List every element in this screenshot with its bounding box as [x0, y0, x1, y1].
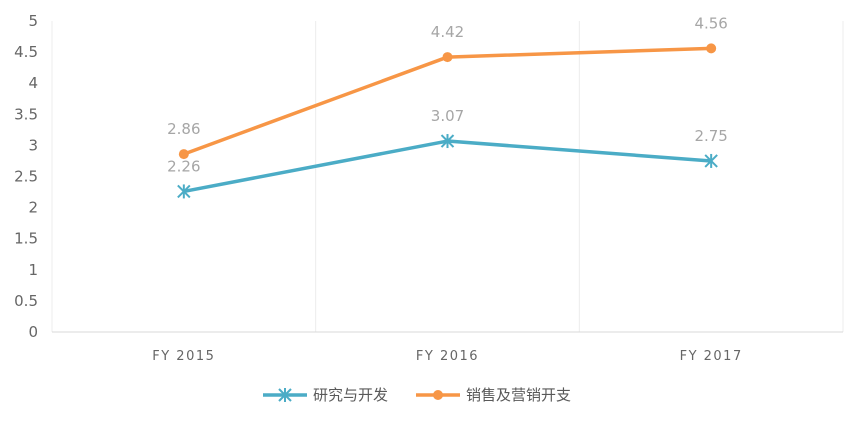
- y-tick-label: 4.5: [14, 43, 38, 61]
- data-point-marker: [442, 52, 453, 63]
- legend-label: 研究与开发: [313, 386, 388, 404]
- data-label: 3.07: [431, 107, 464, 125]
- data-label: 2.26: [167, 157, 200, 175]
- x-tick-label: FY 2015: [152, 349, 215, 364]
- data-point-marker: [177, 184, 191, 199]
- legend: 研究与开发 销售及营销开支: [263, 386, 571, 404]
- y-tick-label: 2: [28, 199, 38, 217]
- y-tick-label: 0.5: [14, 292, 38, 310]
- y-axis-ticks: 0 0.5 1 1.5 2 2.5 3 3.5 4 4.5 5: [14, 12, 38, 341]
- data-point-marker: [178, 149, 189, 160]
- legend-item: 销售及营销开支: [416, 386, 571, 404]
- y-tick-label: 3.5: [14, 105, 38, 123]
- y-tick-label: 5: [28, 12, 38, 30]
- x-tick-label: FY 2016: [416, 349, 479, 364]
- y-tick-label: 1.5: [14, 230, 38, 248]
- data-labels: 2.26 3.07 2.75 2.86 4.42 4.56: [167, 14, 728, 175]
- x-tick-label: FY 2017: [680, 349, 743, 364]
- data-label: 2.75: [694, 127, 727, 145]
- data-label: 4.56: [694, 14, 727, 32]
- y-tick-label: 4: [28, 74, 38, 92]
- y-tick-label: 1: [28, 261, 38, 279]
- series-line: [183, 139, 712, 194]
- data-point-marker: [440, 134, 455, 149]
- data-point-marker: [704, 153, 718, 168]
- legend-item: 研究与开发: [263, 386, 388, 404]
- data-label: 4.42: [431, 23, 464, 41]
- y-tick-label: 2.5: [14, 168, 38, 186]
- y-tick-label: 0: [28, 323, 38, 341]
- data-point-marker: [433, 390, 443, 400]
- gridlines: [51, 21, 844, 333]
- data-point-marker: [706, 43, 717, 54]
- data-label: 2.86: [167, 120, 200, 138]
- y-tick-label: 3: [28, 136, 38, 154]
- legend-label: 销售及营销开支: [466, 386, 571, 404]
- series-lines: [177, 43, 718, 199]
- data-point-marker: [278, 388, 292, 402]
- x-axis-ticks: FY 2015 FY 2016 FY 2017: [152, 349, 743, 364]
